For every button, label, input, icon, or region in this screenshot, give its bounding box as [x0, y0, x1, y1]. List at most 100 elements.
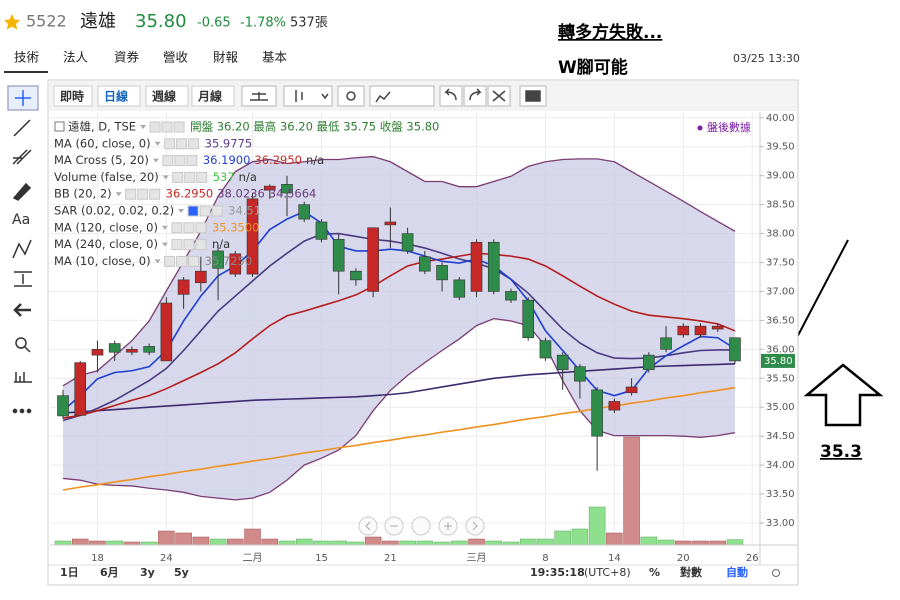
clock: 19:35:18 [530, 566, 585, 579]
x-tick-label: 21 [384, 553, 397, 564]
remove-tool[interactable] [13, 303, 31, 317]
legend-value: 537 [213, 170, 235, 184]
volume-bar [502, 541, 520, 545]
volume-bar [192, 536, 210, 545]
candle-body [591, 389, 603, 437]
candle-body [729, 337, 741, 362]
legend-dropdown[interactable] [115, 192, 122, 197]
legend-icon[interactable] [171, 239, 183, 251]
legend-icon[interactable] [174, 155, 186, 167]
legend-dropdown[interactable] [162, 175, 169, 180]
range-button[interactable]: 1日 [60, 566, 79, 579]
legend-icon[interactable] [164, 255, 176, 267]
pattern-tool[interactable] [12, 239, 32, 259]
toolbar-label[interactable]: 即時 [60, 89, 84, 104]
toolbar-label[interactable]: 日線 [104, 89, 128, 104]
legend-icon[interactable] [162, 155, 174, 167]
legend-icon[interactable] [186, 155, 198, 167]
volume-bar [709, 540, 726, 545]
tab[interactable]: 技術 [14, 50, 39, 65]
toolbar-label[interactable]: 週線 [152, 89, 176, 104]
auto-toggle[interactable]: 自動 [726, 565, 748, 579]
legend-icon[interactable] [196, 171, 208, 183]
volume-bar [726, 539, 744, 545]
legend-icon[interactable] [149, 121, 161, 133]
legend-value: 35.3500 [212, 220, 260, 234]
volume: 537張 [290, 16, 328, 31]
legend-icon[interactable] [183, 239, 195, 251]
toolbar-button[interactable] [53, 85, 93, 107]
legend-icon[interactable] [137, 188, 149, 200]
volume-bar [588, 506, 606, 545]
legend-value: 35.9775 [205, 136, 253, 150]
legend-label: MA (120, close, 0) [54, 220, 158, 234]
legend-icon[interactable] [184, 171, 196, 183]
legend: 遠雄, D, TSE 開盤 36.20 最高 36.20 最低 35.75 收盤 … [54, 120, 439, 268]
legend-icon[interactable] [199, 205, 211, 217]
ruler-tool[interactable] [14, 372, 32, 383]
candle-body [160, 302, 173, 362]
favorite-star[interactable] [4, 14, 20, 30]
legend-icon[interactable] [164, 138, 176, 150]
log-toggle[interactable]: 對數 [680, 565, 702, 579]
legend-icon[interactable] [125, 188, 137, 200]
legend-icon[interactable] [161, 121, 173, 133]
sidebar [7, 85, 39, 414]
volume-bar [451, 540, 468, 545]
tab[interactable]: 財報 [213, 50, 239, 65]
y-tick-label: 35.50 [766, 373, 795, 384]
stock-name: 遠雄 [80, 11, 116, 32]
fib-tool[interactable] [12, 149, 32, 165]
legend-icon[interactable] [176, 138, 188, 150]
candle-body [350, 270, 362, 281]
candle-body [195, 270, 207, 284]
volume-bar [519, 538, 537, 545]
toolbar-label[interactable]: 月線 [197, 89, 222, 104]
legend-icon[interactable] [211, 205, 223, 217]
tab[interactable]: 營收 [163, 50, 189, 65]
range-button[interactable]: 3y [140, 566, 155, 579]
legend-dropdown[interactable] [161, 225, 168, 230]
candle-body [608, 401, 621, 411]
legend-value: 34.51 [228, 204, 261, 218]
volume-bar [278, 540, 296, 545]
change-pct: -1.78% [240, 16, 286, 31]
legend-dropdown[interactable] [154, 259, 161, 264]
volume-bar [261, 538, 279, 545]
legend-icon[interactable] [195, 239, 207, 251]
zoom-tool[interactable] [15, 337, 27, 349]
legend-icon[interactable] [176, 255, 188, 267]
legend-icon[interactable] [149, 188, 161, 200]
legend-dropdown[interactable] [178, 209, 185, 213]
range-button[interactable]: 5y [174, 566, 189, 579]
tab[interactable]: 資券 [114, 50, 140, 65]
legend-icon[interactable] [183, 222, 195, 234]
legend-dropdown[interactable] [140, 125, 147, 129]
symbol: 5522 [26, 12, 67, 31]
toolbar-button[interactable] [191, 85, 235, 107]
legend-icon[interactable] [173, 121, 185, 133]
legend-icon[interactable] [172, 171, 184, 183]
trend-line-tool[interactable] [13, 119, 31, 137]
y-tick-label: 33.50 [766, 489, 795, 500]
percent-toggle[interactable]: % [649, 566, 660, 579]
tab[interactable]: 法人 [63, 50, 89, 65]
legend-icon[interactable] [188, 138, 200, 150]
legend-collapse[interactable] [54, 121, 65, 132]
range-button[interactable]: 6月 [100, 566, 119, 579]
measure-tool[interactable] [14, 271, 32, 287]
legend-icon[interactable] [188, 255, 200, 267]
toolbar-button[interactable] [97, 85, 141, 107]
tab[interactable]: 基本 [262, 50, 288, 65]
legend-dropdown[interactable] [154, 141, 161, 146]
legend-icon[interactable] [195, 222, 207, 234]
legend-dropdown[interactable] [161, 242, 168, 247]
text-tool[interactable]: Aa [12, 212, 30, 228]
settings-icon[interactable] [772, 569, 780, 577]
legend-icon[interactable] [187, 205, 199, 217]
legend-icon[interactable] [171, 222, 183, 234]
brush-tool[interactable] [12, 182, 32, 201]
toolbar-button[interactable] [145, 85, 189, 107]
legend-dropdown[interactable] [152, 158, 159, 163]
y-tick-label: 39.00 [766, 171, 795, 182]
